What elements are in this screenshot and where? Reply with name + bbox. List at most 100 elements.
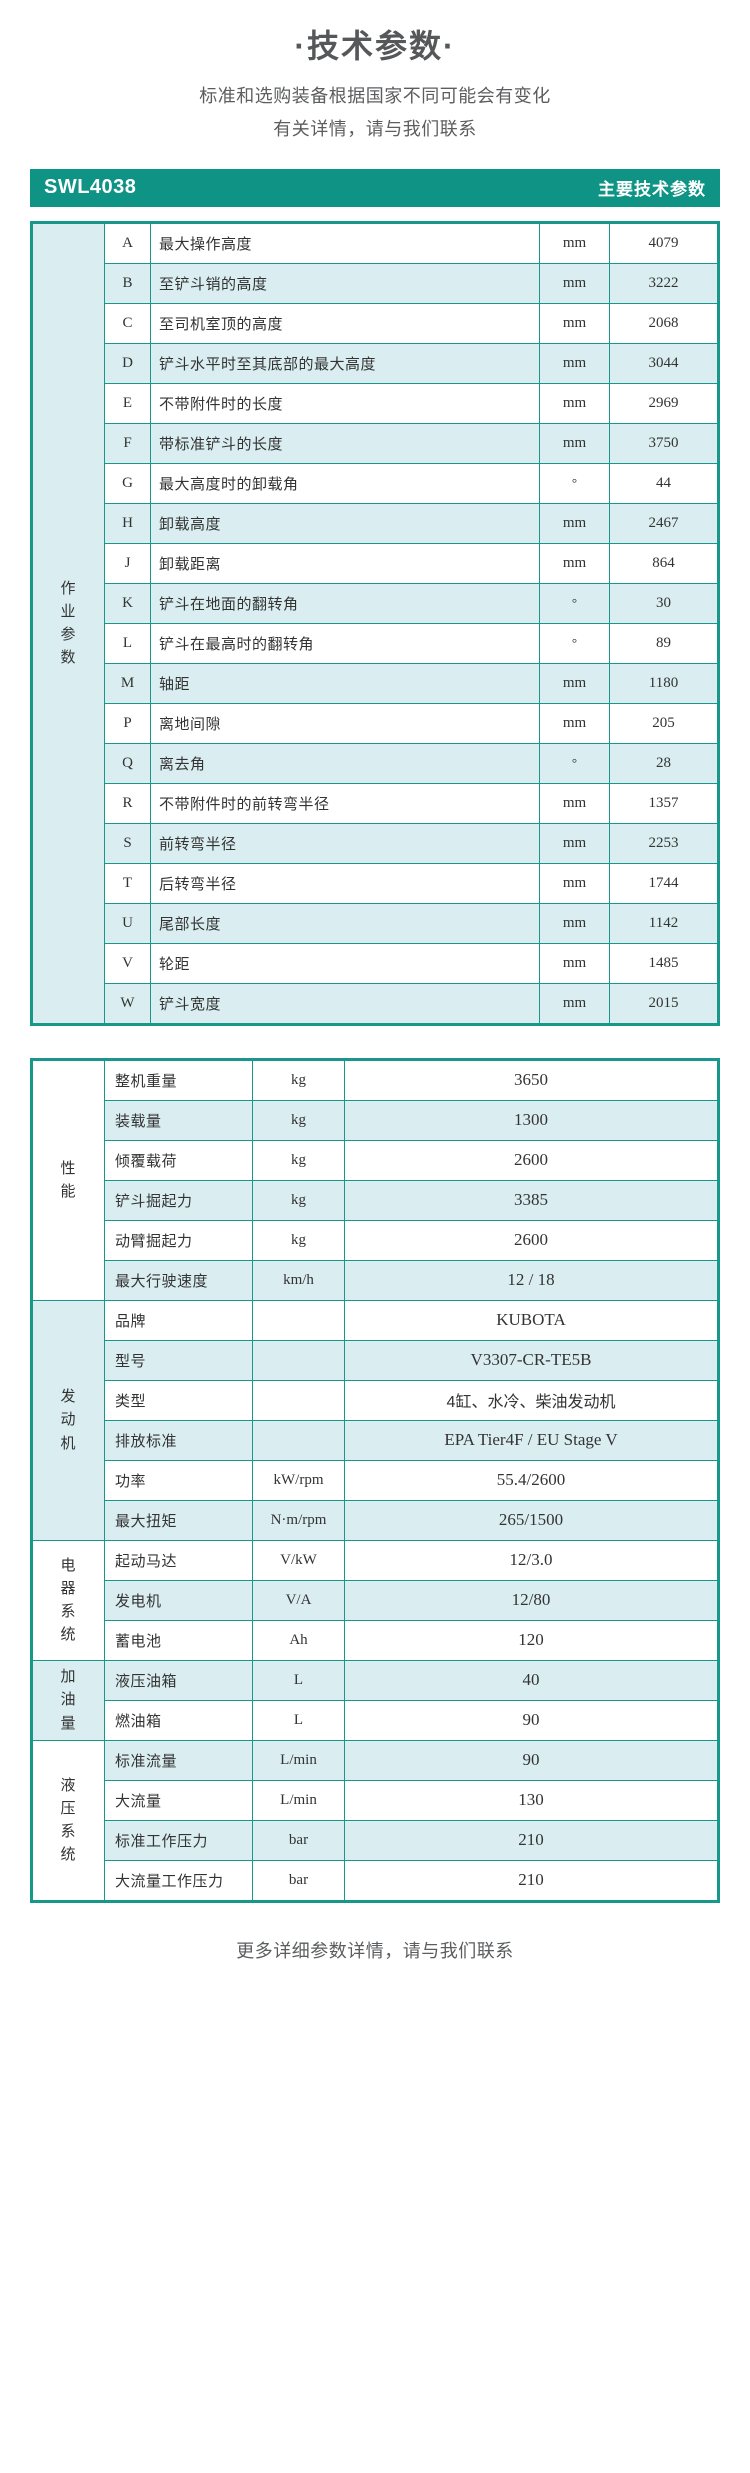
row-unit: mm	[539, 502, 610, 544]
table-row: 大流量 L/min 130	[33, 1779, 718, 1821]
row-parameter-name: 标准工作压力	[104, 1819, 253, 1861]
table-row: B 至铲斗销的高度 mm 3222	[33, 262, 718, 304]
row-parameter-name: 离去角	[150, 742, 540, 784]
row-category-label: 电器系统	[32, 1539, 105, 1661]
row-value: 210	[344, 1859, 718, 1901]
row-parameter-name: 离地间隙	[150, 702, 540, 744]
table-row: S 前转弯半径 mm 2253	[33, 822, 718, 864]
row-value: 2600	[344, 1139, 718, 1181]
table-row: W 铲斗宽度 mm 2015	[33, 982, 718, 1024]
row-unit: L/min	[252, 1739, 345, 1781]
row-parameter-name: 型号	[104, 1339, 253, 1381]
row-letter: T	[104, 862, 151, 904]
row-parameter-name: 轮距	[150, 942, 540, 984]
row-parameter-name: 功率	[104, 1459, 253, 1501]
row-letter: D	[104, 342, 151, 384]
row-unit: kg	[252, 1099, 345, 1141]
row-value: 1300	[344, 1099, 718, 1141]
row-parameter-name: 铲斗掘起力	[104, 1179, 253, 1221]
row-parameter-name: 蓄电池	[104, 1619, 253, 1661]
specs-table-block: 性能整机重量 kg 3650 装载量 kg 1300 倾覆载荷 kg 2600 铲斗掘起力 kg 33…	[30, 1057, 720, 1903]
row-value: 205	[609, 702, 718, 744]
table-row: 加油量液压油箱 L 40	[32, 1659, 718, 1741]
table-row: 燃油箱 L 90	[33, 1699, 718, 1741]
table-row: 电器系统起动马达 V/kW 12/3.0	[32, 1539, 718, 1661]
row-category-label: 性能	[32, 1059, 105, 1301]
row-letter: H	[104, 502, 151, 544]
row-parameter-name: 铲斗在最高时的翻转角	[150, 622, 540, 664]
row-parameter-name: 装载量	[104, 1099, 253, 1141]
row-value: 120	[344, 1619, 718, 1661]
row-unit: mm	[539, 342, 610, 384]
row-parameter-name: 不带附件时的前转弯半径	[150, 782, 540, 824]
row-letter: J	[104, 542, 151, 584]
row-unit: Ah	[252, 1619, 345, 1661]
row-value: 2467	[609, 502, 718, 544]
row-parameter-name: 整机重量	[104, 1059, 253, 1101]
row-value: 2969	[609, 382, 718, 424]
row-value: 265/1500	[344, 1499, 718, 1541]
row-value: 2068	[609, 302, 718, 344]
row-unit	[252, 1419, 345, 1461]
table-row: 功率 kW/rpm 55.4/2600	[33, 1459, 718, 1501]
row-parameter-name: 标准流量	[104, 1739, 253, 1781]
row-letter: R	[104, 782, 151, 824]
table-row: 发动机品牌 KUBOTA	[32, 1299, 718, 1541]
row-parameter-name: 品牌	[104, 1299, 253, 1341]
row-value: 2600	[344, 1219, 718, 1261]
row-letter: W	[104, 982, 151, 1024]
row-parameter-name: 铲斗宽度	[150, 982, 540, 1024]
row-parameter-name: 至铲斗销的高度	[150, 262, 540, 304]
row-value: 3044	[609, 342, 718, 384]
row-unit: N·m/rpm	[252, 1499, 345, 1541]
row-parameter-name: 铲斗在地面的翻转角	[150, 582, 540, 624]
row-unit: L	[252, 1659, 345, 1701]
row-parameter-name: 卸载距离	[150, 542, 540, 584]
row-parameter-name: 带标准铲斗的长度	[150, 422, 540, 464]
table-row: 作业参数 A 最大操作高度 mm 4079	[32, 222, 718, 1024]
table-row: E 不带附件时的长度 mm 2969	[33, 382, 718, 424]
row-parameter-name: 最大操作高度	[150, 222, 540, 264]
row-value: 55.4/2600	[344, 1459, 718, 1501]
page-title: ·技术参数·	[294, 28, 456, 64]
table-row: R 不带附件时的前转弯半径 mm 1357	[33, 782, 718, 824]
row-parameter-name: 排放标准	[104, 1419, 253, 1461]
table-row: U 尾部长度 mm 1142	[33, 902, 718, 944]
row-unit: bar	[252, 1819, 345, 1861]
row-category-label: 作业参数	[32, 222, 105, 1024]
row-value: 30	[609, 582, 718, 624]
table-row: 类型 4缸、水冷、柴油发动机	[33, 1379, 718, 1421]
table-row: 发电机 V/A 12/80	[33, 1579, 718, 1621]
row-value: 12/3.0	[344, 1539, 718, 1581]
row-value: 210	[344, 1819, 718, 1861]
table-row: 最大扭矩 N·m/rpm 265/1500	[33, 1499, 718, 1541]
row-value: 89	[609, 622, 718, 664]
row-value: 3385	[344, 1179, 718, 1221]
table-row: 液压系统标准流量 L/min 90	[32, 1739, 718, 1901]
header-subtitle-line1: 标准和选购装备根据国家不同可能会有变化	[199, 86, 551, 106]
table-row: G 最大高度时的卸载角 ° 44	[33, 462, 718, 504]
row-unit: kg	[252, 1179, 345, 1221]
row-unit: kg	[252, 1219, 345, 1261]
row-unit: °	[539, 622, 610, 664]
row-unit: V/kW	[252, 1539, 345, 1581]
table-row: 排放标准 EPA Tier4F / EU Stage V	[33, 1419, 718, 1461]
row-category-label: 加油量	[32, 1659, 105, 1741]
table-row: L 铲斗在最高时的翻转角 ° 89	[33, 622, 718, 664]
row-value: 40	[344, 1659, 718, 1701]
row-value: 12/80	[344, 1579, 718, 1621]
dimensions-table: 作业参数 A 最大操作高度 mm 4079 B 至铲斗销的高度 mm 3222 C 至司机室顶的高度…	[32, 222, 718, 1024]
row-parameter-name: 最大行驶速度	[104, 1259, 253, 1301]
row-parameter-name: 至司机室顶的高度	[150, 302, 540, 344]
row-unit: kg	[252, 1139, 345, 1181]
row-value: 4缸、水冷、柴油发动机	[344, 1379, 718, 1421]
model-code: SWL4038	[44, 176, 137, 199]
row-unit: mm	[539, 302, 610, 344]
row-value: 28	[609, 742, 718, 784]
row-unit: V/A	[252, 1579, 345, 1621]
row-letter: B	[104, 262, 151, 304]
row-letter: M	[104, 662, 151, 704]
row-unit: mm	[539, 942, 610, 984]
model-section-label: 主要技术参数	[598, 180, 706, 200]
row-value: 1744	[609, 862, 718, 904]
